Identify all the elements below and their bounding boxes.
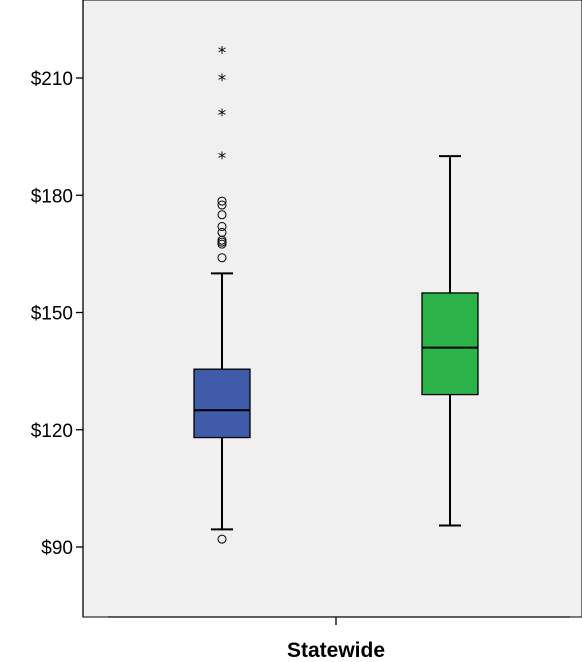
x-category-label: Statewide: [287, 639, 385, 662]
outlier-point: [217, 200, 227, 210]
extreme-outlier-point: *: [218, 44, 227, 64]
outlier-point: [217, 227, 227, 237]
outlier-point: [217, 196, 227, 206]
outlier-point: [217, 210, 227, 220]
outlier-point: [217, 222, 227, 232]
outlier-point: [217, 534, 227, 544]
outlier-point: [217, 253, 227, 263]
box-group: * * * *: [193, 44, 251, 544]
y-tick-label: $180: [31, 186, 73, 207]
x-axis: [108, 616, 570, 625]
y-tick-label: $90: [41, 538, 73, 559]
plot-background: [82, 0, 582, 618]
y-axis: $90 $120 $150 $180 $210: [31, 0, 84, 617]
y-tick-label: $120: [31, 421, 73, 442]
y-tick-label: $150: [31, 304, 73, 325]
y-tick-label: $210: [31, 69, 73, 90]
extreme-outlier-point: *: [218, 106, 227, 126]
iqr-box: [421, 292, 479, 396]
iqr-box: [193, 368, 251, 439]
box-group: [421, 155, 479, 527]
box-series: * * * *: [193, 44, 479, 544]
extreme-outlier-point: *: [218, 149, 227, 169]
extreme-outlier-point: *: [218, 71, 227, 91]
